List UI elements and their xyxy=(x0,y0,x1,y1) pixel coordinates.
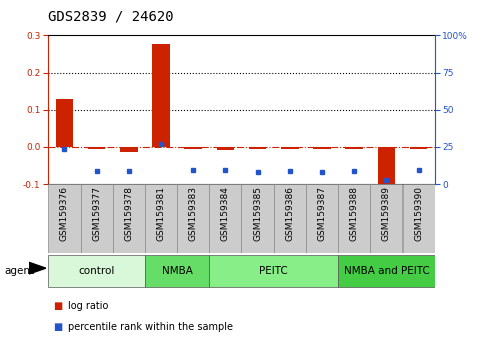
Bar xyxy=(402,184,435,253)
Text: GDS2839 / 24620: GDS2839 / 24620 xyxy=(48,9,174,23)
Bar xyxy=(185,147,202,149)
Text: ■: ■ xyxy=(53,301,62,311)
Bar xyxy=(48,255,145,287)
Bar xyxy=(338,255,435,287)
Bar xyxy=(338,184,370,253)
Bar xyxy=(249,147,267,149)
Text: GSM159376: GSM159376 xyxy=(60,186,69,241)
Bar xyxy=(209,255,338,287)
Text: GSM159378: GSM159378 xyxy=(124,186,133,241)
Bar xyxy=(313,147,331,149)
Text: GSM159390: GSM159390 xyxy=(414,186,423,241)
Text: GSM159377: GSM159377 xyxy=(92,186,101,241)
Text: GSM159381: GSM159381 xyxy=(156,186,166,241)
Bar xyxy=(345,147,363,149)
Bar xyxy=(145,255,209,287)
Text: PEITC: PEITC xyxy=(259,266,288,276)
Bar xyxy=(281,147,298,149)
Text: agent: agent xyxy=(5,266,35,276)
Bar xyxy=(378,147,395,190)
Text: percentile rank within the sample: percentile rank within the sample xyxy=(68,322,233,332)
Bar xyxy=(242,184,274,253)
Text: GSM159386: GSM159386 xyxy=(285,186,294,241)
Text: ■: ■ xyxy=(53,322,62,332)
Bar xyxy=(145,184,177,253)
Text: GSM159384: GSM159384 xyxy=(221,186,230,241)
Text: GSM159387: GSM159387 xyxy=(317,186,327,241)
Bar xyxy=(48,184,81,253)
Bar xyxy=(306,184,338,253)
Text: GSM159389: GSM159389 xyxy=(382,186,391,241)
Text: GSM159383: GSM159383 xyxy=(189,186,198,241)
Bar xyxy=(274,184,306,253)
Bar xyxy=(88,147,105,149)
Bar xyxy=(177,184,209,253)
Bar xyxy=(81,184,113,253)
Text: GSM159385: GSM159385 xyxy=(253,186,262,241)
Bar xyxy=(410,147,427,149)
Text: control: control xyxy=(78,266,115,276)
Bar xyxy=(209,184,242,253)
Bar xyxy=(113,184,145,253)
Text: GSM159388: GSM159388 xyxy=(350,186,359,241)
Bar xyxy=(370,184,402,253)
Bar xyxy=(56,99,73,147)
Text: log ratio: log ratio xyxy=(68,301,108,311)
Text: NMBA: NMBA xyxy=(162,266,193,276)
Bar xyxy=(152,44,170,147)
Polygon shape xyxy=(29,262,46,274)
Bar xyxy=(216,147,234,150)
Bar xyxy=(120,147,138,153)
Text: NMBA and PEITC: NMBA and PEITC xyxy=(343,266,429,276)
